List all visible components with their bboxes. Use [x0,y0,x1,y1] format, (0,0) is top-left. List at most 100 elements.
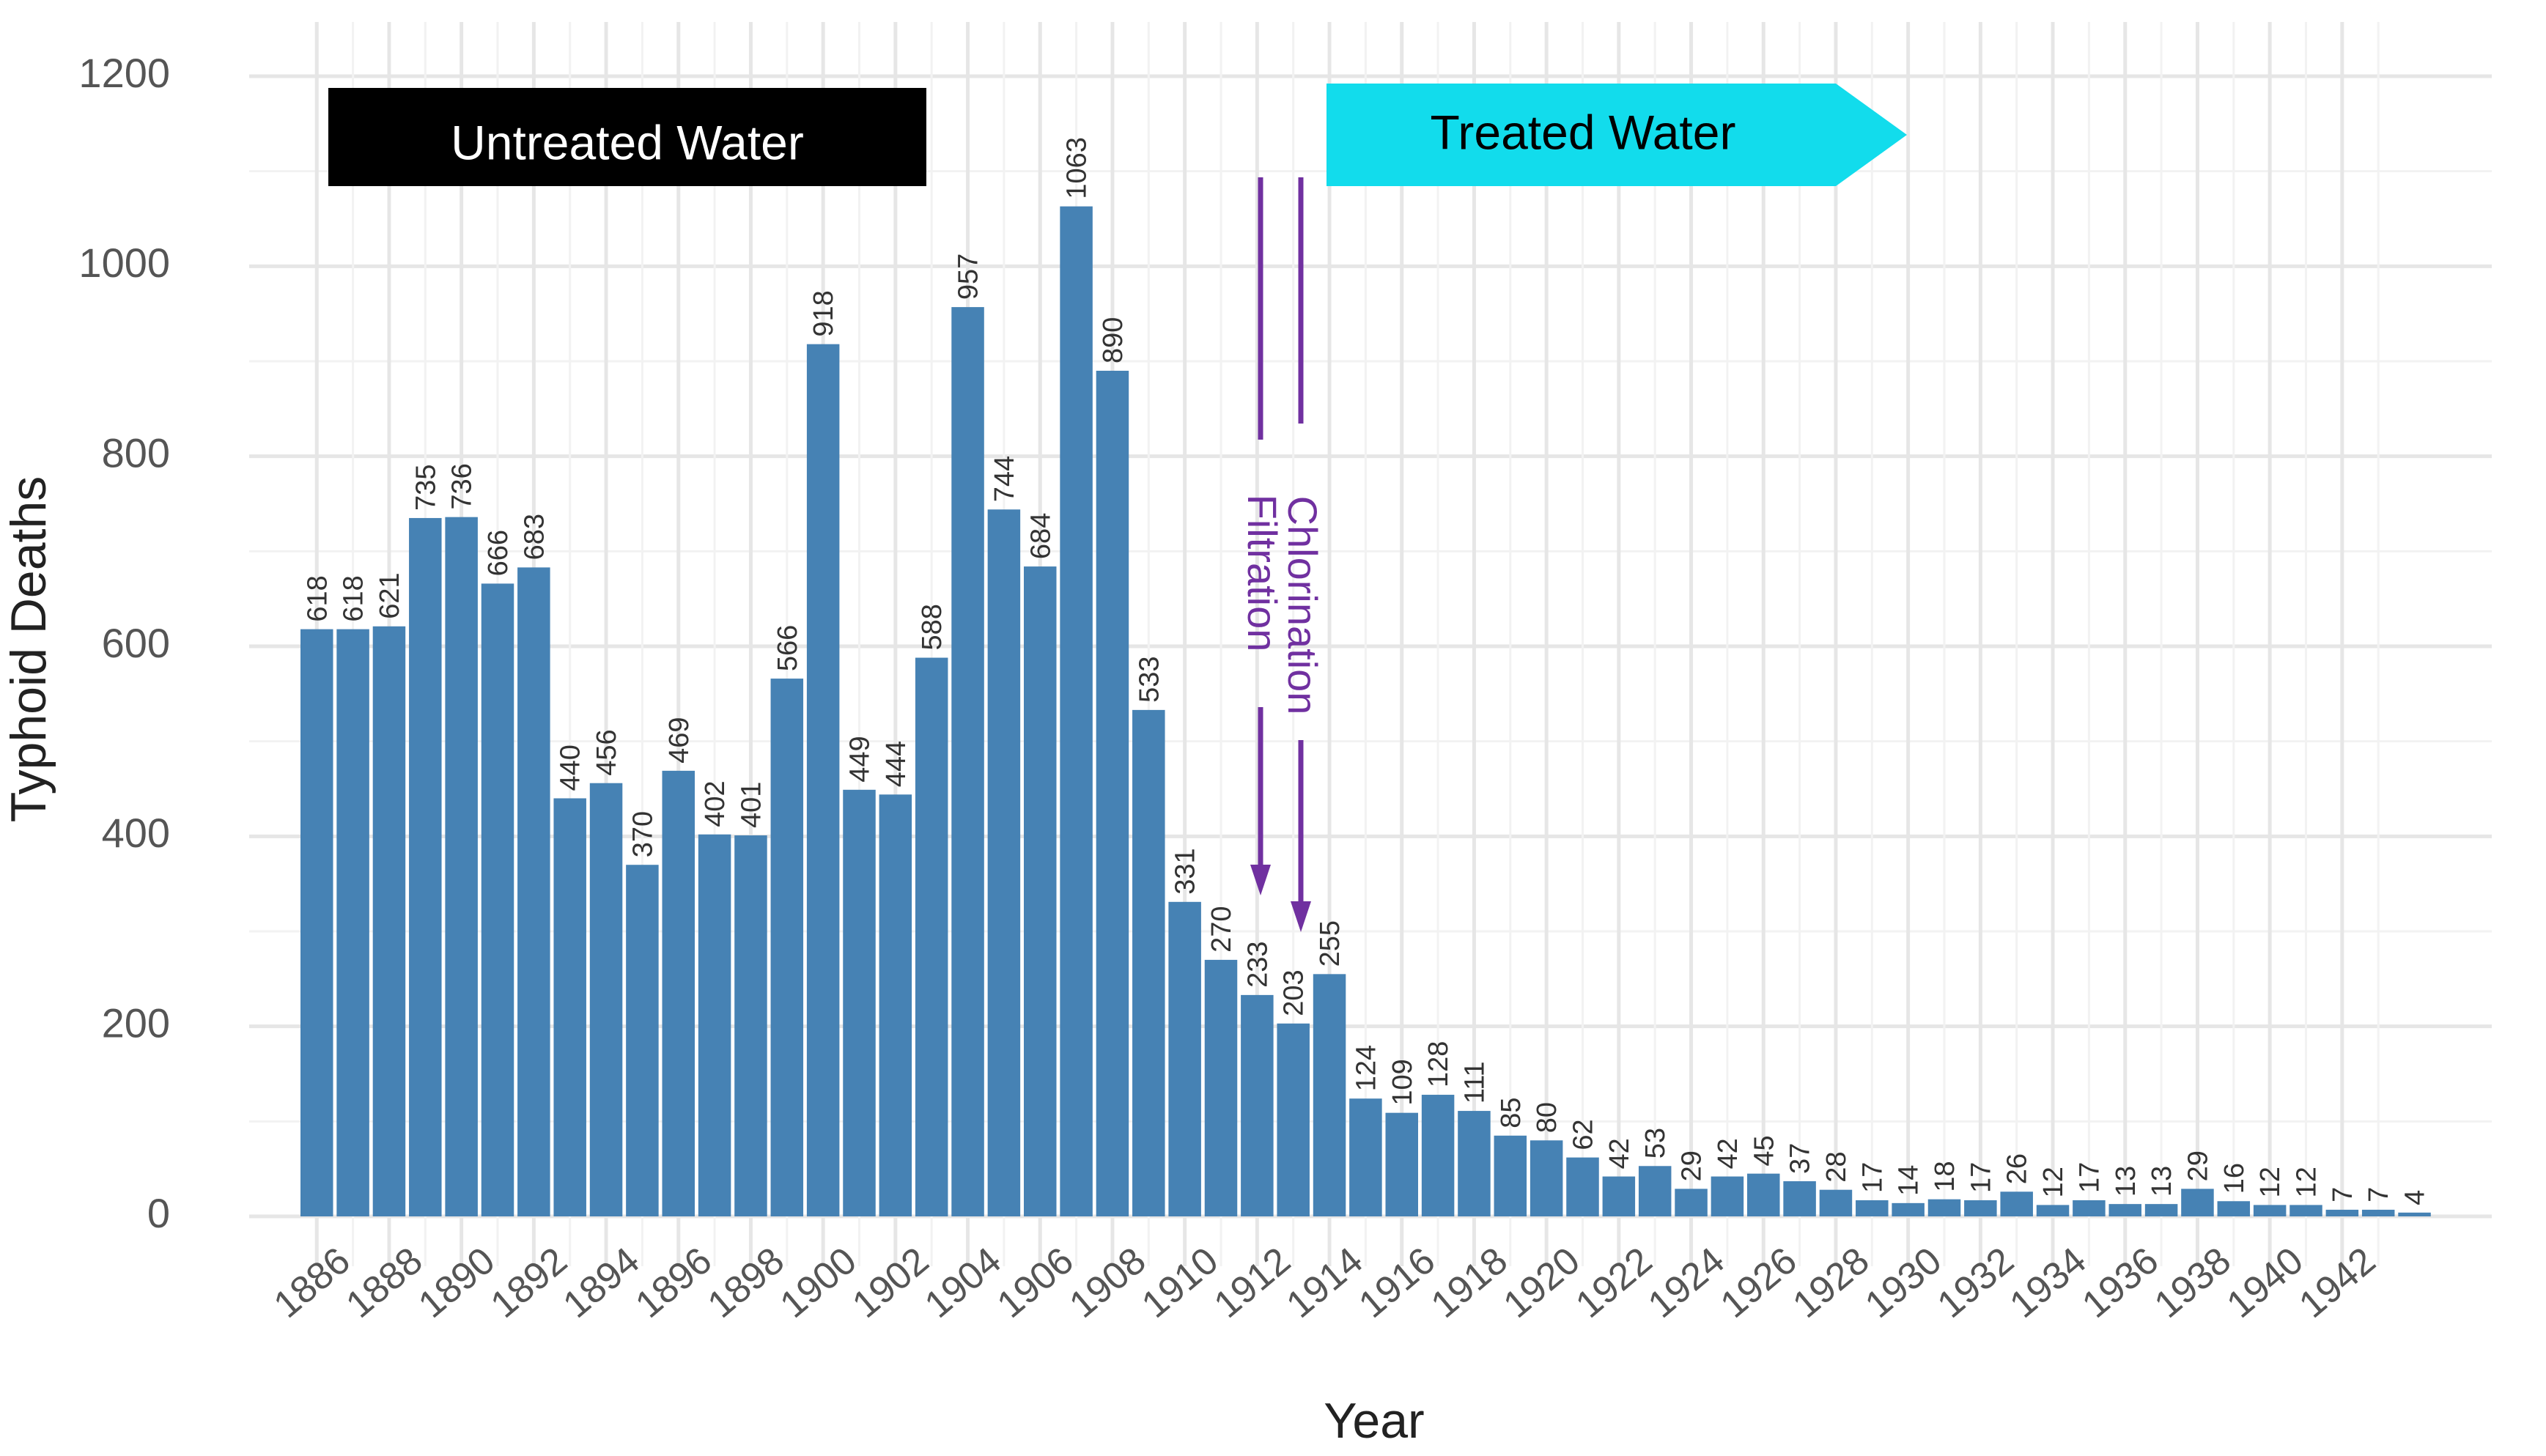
bar-1913 [1277,1023,1310,1216]
y-tick-label: 1200 [78,50,170,96]
bar-1925 [1711,1176,1744,1216]
bar-value-label: 444 [881,741,912,787]
bar-value-label: 13 [2111,1166,2141,1197]
bar-1893 [553,798,586,1216]
bar-value-label: 533 [1134,656,1165,702]
bar-value-label: 26 [2002,1153,2033,1184]
bar-value-label: 62 [1568,1119,1599,1150]
untreated-water-label: Untreated Water [451,115,804,169]
bar-1889 [409,517,442,1216]
bar-value-label: 85 [1496,1098,1527,1128]
bar-value-label: 621 [374,572,405,618]
bar-1926 [1747,1173,1780,1216]
bar-value-label: 109 [1387,1059,1418,1105]
bar-1923 [1638,1166,1672,1216]
bar-1940 [2253,1205,2287,1216]
bar-1897 [698,834,731,1216]
filtration-label: Filtration [1239,495,1285,652]
bar-1933 [2000,1191,2033,1216]
chlorination-arrowhead [1291,901,1311,932]
bar-1904 [951,307,984,1217]
bar-value-label: 618 [339,575,369,621]
bar-1910 [1168,901,1201,1216]
treated-water-label: Treated Water [1431,105,1736,159]
bar-value-label: 255 [1315,920,1346,967]
treated-water-arrow [1326,84,1907,186]
bar-value-label: 456 [591,729,622,775]
bar-value-label: 18 [1930,1161,1960,1191]
y-tick-label: 200 [102,999,170,1046]
bar-value-label: 918 [808,290,839,336]
bar-1934 [2036,1205,2070,1216]
bar-value-label: 29 [1677,1150,1708,1181]
bar-1896 [662,770,695,1216]
bar-1906 [1024,566,1057,1216]
filtration-arrowhead [1250,865,1271,895]
bar-value-label: 124 [1351,1045,1381,1091]
bar-value-label: 401 [736,782,767,828]
bar-1901 [843,789,876,1216]
bar-1891 [481,583,514,1216]
bar-value-label: 13 [2147,1166,2177,1197]
bar-value-label: 128 [1423,1041,1454,1087]
bar-1938 [2181,1189,2214,1216]
bar-value-label: 683 [519,514,550,560]
bar-value-label: 684 [1025,513,1056,559]
bar-1899 [770,679,804,1216]
bar-value-label: 890 [1098,317,1129,363]
bar-1916 [1385,1112,1418,1216]
bar-1920 [1530,1140,1563,1216]
bar-value-label: 618 [302,575,333,621]
bar-1900 [806,344,840,1216]
bar-1919 [1494,1135,1527,1216]
bar-1895 [626,865,659,1216]
bar-1929 [1856,1200,1889,1216]
bar-value-label: 42 [1713,1138,1744,1169]
bar-1905 [987,509,1021,1216]
bar-1917 [1421,1095,1455,1216]
bar-1935 [2073,1200,2106,1216]
bar-1912 [1241,994,1274,1216]
bar-1942 [2325,1209,2359,1216]
bar-value-label: 331 [1170,848,1201,894]
bar-value-label: 666 [483,530,514,576]
bar-value-label: 80 [1532,1102,1562,1133]
bar-1921 [1566,1157,1599,1216]
bar-1937 [2144,1204,2178,1216]
bar-value-label: 588 [917,604,948,650]
bar-1927 [1783,1181,1816,1216]
bar-value-label: 16 [2219,1163,2250,1194]
bar-value-label: 7 [2328,1187,2358,1202]
bar-1931 [1927,1199,1961,1216]
bar-value-label: 744 [989,456,1020,502]
untreated-water-box [328,88,926,186]
bar-value-label: 17 [1857,1162,1888,1193]
bar-value-label: 28 [1821,1151,1852,1182]
bar-value-label: 736 [447,463,478,509]
bar-value-label: 7 [2364,1187,2394,1202]
bar-value-label: 17 [2074,1162,2105,1193]
bar-1887 [336,629,369,1216]
bar-value-label: 42 [1604,1138,1635,1169]
bar-value-label: 566 [772,625,803,671]
bar-value-label: 402 [700,780,731,827]
bar-1902 [879,794,912,1216]
bar-value-label: 1063 [1062,137,1093,199]
bar-value-label: 370 [627,811,658,857]
bar-value-label: 37 [1785,1143,1816,1174]
bar-1909 [1132,709,1165,1216]
bar-value-label: 469 [664,717,695,763]
bar-1907 [1060,206,1093,1217]
y-tick-label: 0 [147,1190,170,1236]
bar-1892 [517,567,550,1216]
chlorination-label: Chlorination [1280,496,1326,715]
y-tick-label: 600 [102,620,170,666]
bar-1924 [1675,1189,1708,1216]
bar-1936 [2108,1204,2141,1216]
bar-value-label: 17 [1966,1162,1996,1193]
bar-value-label: 233 [1242,941,1273,987]
bar-value-label: 45 [1749,1135,1779,1166]
